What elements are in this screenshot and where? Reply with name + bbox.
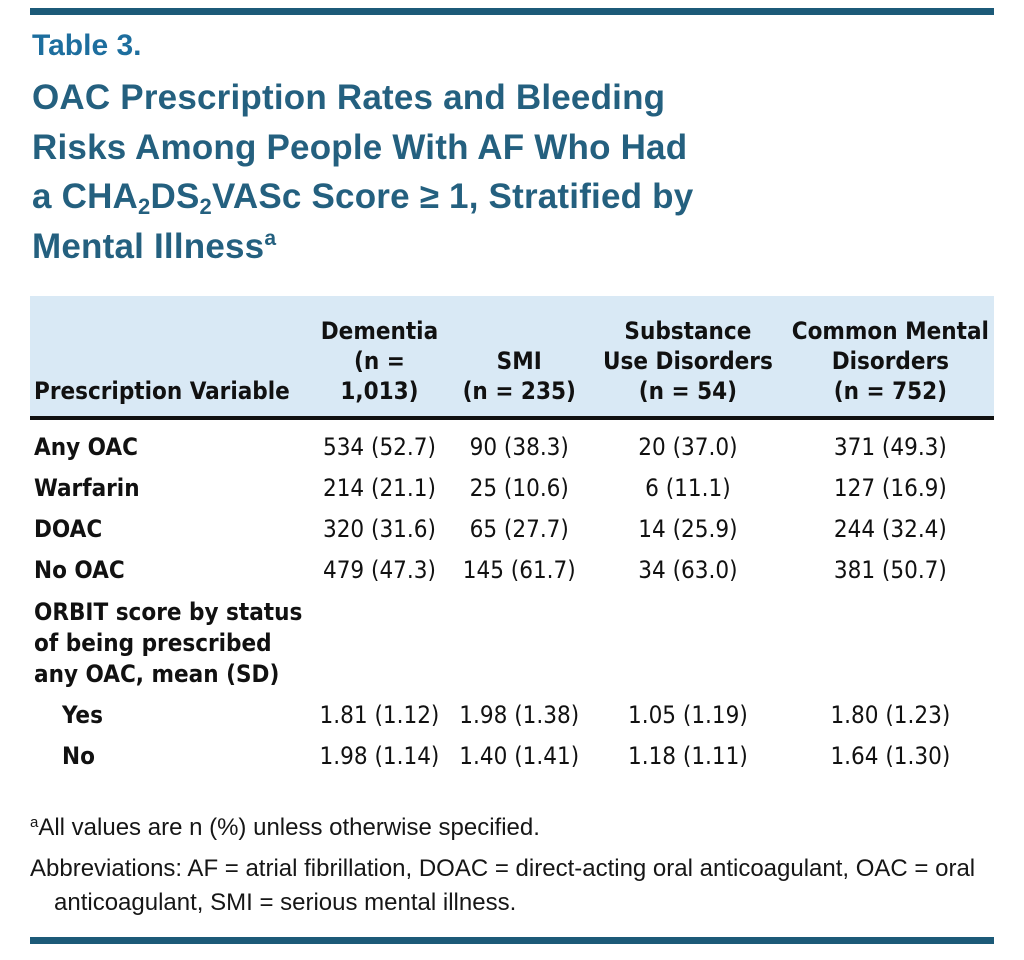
title-line-1: OAC Prescription Rates and Bleeding xyxy=(32,73,994,123)
cell-value: 1.40 (1.41) xyxy=(459,742,580,771)
row-label: DOAC xyxy=(34,515,103,544)
column-header-common-mental: Common Mental Disorders (n = 752) xyxy=(786,295,994,420)
cell-value: 90 (38.3) xyxy=(469,432,569,461)
table-body: Any OAC 534 (52.7) 90 (38.3) 20 (37.0) 3… xyxy=(30,418,994,778)
title-line-3-part1: a CHA xyxy=(32,177,139,217)
title-line-3-part2: DS xyxy=(150,177,200,217)
title-line-1-text: OAC Prescription Rates and Bleeding xyxy=(32,78,666,117)
footnote-values-text: All values are n (%) unless otherwise sp… xyxy=(38,814,540,842)
cell-value: 1.18 (1.11) xyxy=(627,742,748,771)
table-row-orbit-no: No 1.98 (1.14) 1.40 (1.41) 1.18 (1.11) 1… xyxy=(30,736,994,777)
cell-value: 381 (50.7) xyxy=(833,556,947,585)
cell-value: 214 (21.1) xyxy=(322,473,436,502)
column-header-substance-use: Substance Use Disorders (n = 54) xyxy=(589,295,787,420)
cell-value: 1.98 (1.14) xyxy=(319,742,440,771)
row-section-label: ORBIT score by status of being prescribe… xyxy=(34,597,303,688)
title-line-4: Mental Illnessa xyxy=(32,222,994,272)
top-rule-bar xyxy=(30,8,994,15)
title-line-4-text: Mental Illness xyxy=(32,227,265,267)
column-header-dementia: Dementia (n = 1,013) xyxy=(309,295,450,420)
title-line-3: a CHA2DS2VASc Score ≥ 1, Stratified by xyxy=(32,172,994,222)
column-header-prescription-variable: Prescription Variable xyxy=(30,295,310,420)
table-row-orbit-section: ORBIT score by status of being prescribe… xyxy=(30,592,994,696)
cell-value: 479 (47.3) xyxy=(322,556,436,585)
cell-value: 1.64 (1.30) xyxy=(830,742,951,771)
column-header-smi: SMI (n = 235) xyxy=(449,295,590,420)
cell-value: 20 (37.0) xyxy=(638,432,738,461)
cell-value: 371 (49.3) xyxy=(833,432,947,461)
cell-value: 14 (25.9) xyxy=(638,515,738,544)
cell-empty xyxy=(787,592,994,696)
cell-empty xyxy=(589,592,787,696)
cell-value: 25 (10.6) xyxy=(469,473,569,502)
cell-value: 244 (32.4) xyxy=(833,515,947,544)
row-label: No OAC xyxy=(34,556,125,585)
row-label: Any OAC xyxy=(34,432,138,461)
cell-value: 1.98 (1.38) xyxy=(459,701,580,730)
footnote-marker-a: a xyxy=(30,814,39,832)
title-footnote-marker: a xyxy=(264,227,277,251)
row-label: Yes xyxy=(62,701,103,730)
bottom-rule-bar xyxy=(30,937,994,944)
header-row: Prescription Variable Dementia (n = 1,01… xyxy=(30,295,994,420)
cell-value: 1.81 (1.12) xyxy=(319,701,440,730)
title-line-3-part3: VASc Score ≥ 1, Stratified by xyxy=(211,177,694,217)
prescription-rates-table: Prescription Variable Dementia (n = 1,01… xyxy=(30,295,994,778)
cell-value: 1.80 (1.23) xyxy=(830,701,951,730)
cell-empty xyxy=(449,592,589,696)
cell-value: 145 (61.7) xyxy=(462,556,576,585)
table-header: Prescription Variable Dementia (n = 1,01… xyxy=(30,295,994,420)
cell-value: 320 (31.6) xyxy=(322,515,436,544)
row-label: Warfarin xyxy=(34,473,140,502)
cell-value: 1.05 (1.19) xyxy=(627,701,748,730)
cell-empty xyxy=(310,592,450,696)
cell-value: 534 (52.7) xyxy=(322,432,436,461)
table-row-any-oac: Any OAC 534 (52.7) 90 (38.3) 20 (37.0) 3… xyxy=(30,418,994,468)
title-line-2: Risks Among People With AF Who Had xyxy=(32,123,994,173)
table-row-no-oac: No OAC 479 (47.3) 145 (61.7) 34 (63.0) 3… xyxy=(30,550,994,591)
title-subscript-2: 2 xyxy=(199,194,212,220)
table-row-orbit-yes: Yes 1.81 (1.12) 1.98 (1.38) 1.05 (1.19) … xyxy=(30,695,994,736)
title-subscript-1: 2 xyxy=(138,194,151,220)
table-area: Prescription Variable Dementia (n = 1,01… xyxy=(30,295,994,778)
title-line-2-text: Risks Among People With AF Who Had xyxy=(32,127,688,167)
cell-value: 34 (63.0) xyxy=(638,556,738,585)
table-row-doac: DOAC 320 (31.6) 65 (27.7) 14 (25.9) 244 … xyxy=(30,509,994,550)
footnote-abbreviations: Abbreviations: AF = atrial fibrillation,… xyxy=(30,854,976,916)
cell-value: 127 (16.9) xyxy=(833,473,947,502)
cell-value: 6 (11.1) xyxy=(645,473,731,502)
table-title: OAC Prescription Rates and Bleeding Risk… xyxy=(32,73,994,272)
footnote-values: aAll values are n (%) unless otherwise s… xyxy=(30,811,994,845)
row-label: No xyxy=(62,742,95,771)
table-row-warfarin: Warfarin 214 (21.1) 25 (10.6) 6 (11.1) 1… xyxy=(30,468,994,509)
footnotes: aAll values are n (%) unless otherwise s… xyxy=(30,811,994,919)
table-number-label: Table 3. xyxy=(32,29,142,62)
cell-value: 65 (27.7) xyxy=(469,515,569,544)
